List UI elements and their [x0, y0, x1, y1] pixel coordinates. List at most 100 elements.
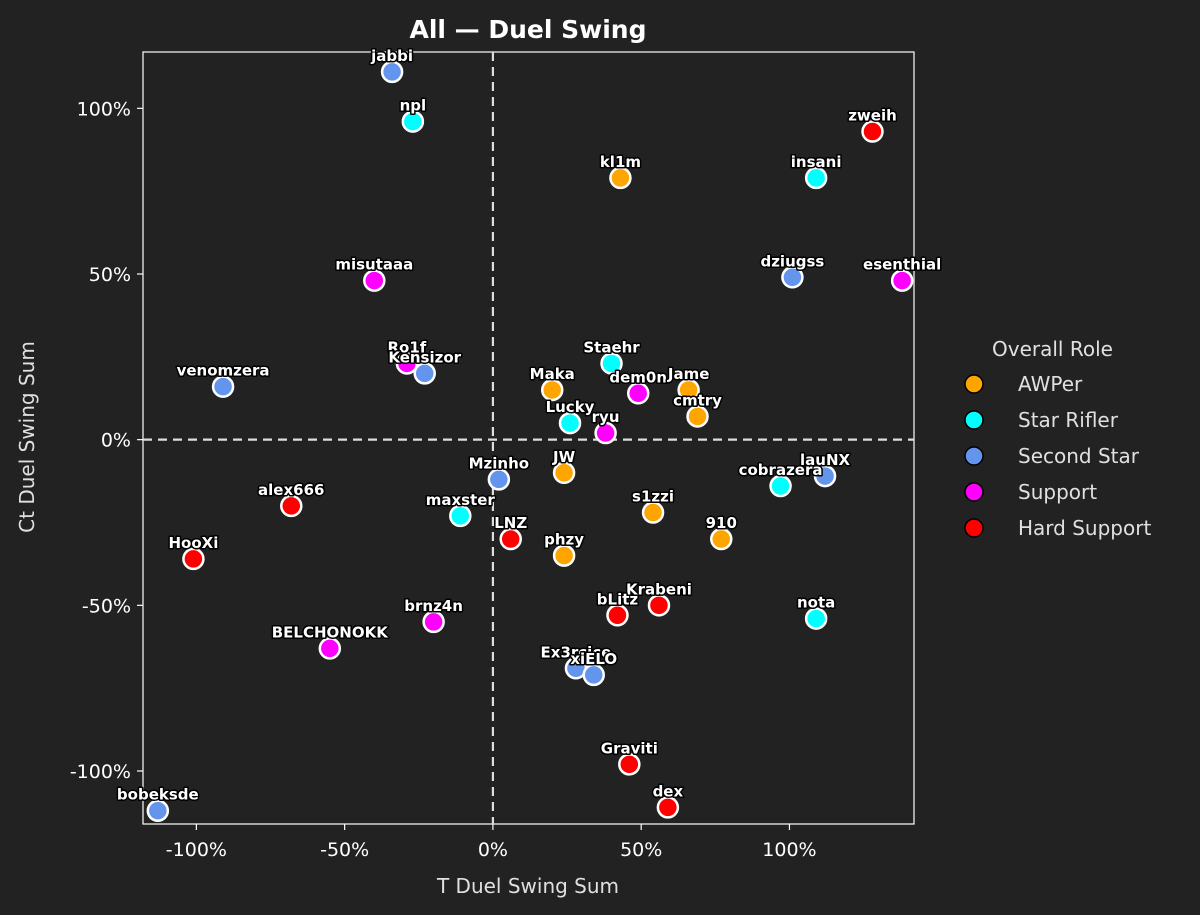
point-label-dex: dex [653, 782, 684, 800]
data-points [146, 60, 914, 822]
point-label-dem0n: dem0n [609, 368, 667, 386]
x-tick-label: 100% [762, 839, 816, 861]
data-point-launx [813, 464, 837, 488]
point-label-ex3rcice: Ex3rcice [541, 643, 612, 661]
point-label-dziugss: dziugss [760, 252, 824, 270]
point-label-910: 910 [706, 514, 737, 532]
y-axis-ticks: 100% 50% 0% -50% -100% [70, 98, 143, 783]
point-label-ro1f: Ro1f [388, 338, 427, 356]
x-tick-label: 0% [478, 839, 508, 861]
point-label-npl: npl [400, 97, 427, 115]
data-point-jw [552, 461, 576, 485]
legend-marker-support [964, 482, 984, 502]
y-tick-label: 100% [77, 98, 131, 120]
legend-label-hard-support: Hard Support [1018, 516, 1151, 540]
point-label-mzinho: Mzinho [469, 454, 529, 472]
data-point-910 [710, 527, 733, 551]
point-label-graviti: Graviti [601, 739, 658, 757]
point-label-maxster: maxster [426, 491, 496, 509]
data-point-cmtry [686, 405, 709, 428]
data-point-zweih [861, 120, 884, 143]
reference-lines [143, 52, 914, 824]
point-label-lnz: LNZ [494, 514, 527, 532]
data-point-lnz [499, 527, 522, 551]
data-point-jabbi [380, 60, 404, 84]
y-tick-label: -50% [82, 595, 131, 617]
data-point-mzinho [487, 468, 511, 491]
point-label-insani: insani [791, 153, 842, 171]
plot-frame [142, 51, 915, 825]
data-point-hooxi [182, 547, 205, 571]
data-point-maka [540, 378, 564, 402]
point-label-belchonokk: BELCHONOKK [272, 623, 389, 641]
point-label-hooxi: HooXi [168, 534, 218, 552]
y-axis-label: Ct Duel Swing Sum [15, 341, 39, 533]
data-point-dex [656, 796, 680, 819]
data-point-dziugss [781, 266, 804, 289]
y-tick-label: 50% [89, 264, 131, 286]
legend-marker-second-star [964, 446, 984, 466]
point-labels: jabbi npl zweih kl1m insani misutaaa dziugss es… [115, 45, 942, 805]
data-point-nota [804, 607, 828, 630]
data-point-kl1m [609, 166, 632, 190]
data-point-graviti [618, 753, 641, 776]
legend-label-support: Support [1018, 480, 1097, 504]
data-point-alex666 [280, 494, 303, 518]
legend-marker-star-rifler [964, 410, 984, 430]
data-point-s1zzi [641, 501, 665, 524]
point-label-esenthial: esenthial [863, 256, 941, 274]
data-point-cobrazera [769, 474, 792, 498]
point-label-xielo: xiELO [570, 650, 617, 668]
point-label-brnz4n: brnz4n [404, 597, 463, 615]
legend-label-star-rifler: Star Rifler [1018, 408, 1119, 432]
y-tick-label: 0% [101, 430, 131, 452]
point-label-jame: Jame [667, 365, 710, 383]
point-label-jw: JW [552, 448, 576, 466]
point-label-kensizor: Kensizor [388, 348, 461, 366]
x-axis-label: T Duel Swing Sum [436, 874, 619, 898]
data-point-dem0n [626, 382, 650, 405]
data-point-lucky [558, 411, 582, 435]
data-point-npl [401, 110, 425, 133]
data-point-esenthial [890, 269, 914, 292]
point-label-zweih: zweih [848, 107, 897, 125]
point-label-staehr: Staehr [583, 338, 640, 356]
point-label-maka: Maka [530, 365, 575, 383]
point-label-lucky: Lucky [546, 398, 595, 416]
point-label-nota: nota [797, 594, 835, 612]
legend-label-second-star: Second Star [1018, 444, 1140, 468]
chart-title: All — Duel Swing [409, 15, 646, 44]
data-point-insani [804, 166, 828, 190]
x-axis-ticks: -100% -50% 0% 50% 100% [166, 824, 817, 861]
data-point-brnz4n [422, 610, 445, 634]
point-label-ryu: ryu [592, 408, 620, 426]
data-point-ryu [594, 421, 617, 445]
point-label-cmtry: cmtry [673, 391, 722, 409]
y-tick-label: -100% [70, 761, 131, 783]
legend-label-awper: AWPer [1018, 372, 1083, 396]
point-label-blitz: bLitz [597, 590, 639, 608]
data-point-misutaaa [363, 269, 386, 292]
point-label-cobrazera: cobrazera [739, 461, 823, 479]
x-tick-label: 50% [620, 839, 662, 861]
data-point-belchonokk [318, 637, 342, 660]
data-point-staehr [600, 352, 623, 375]
data-point-bobeksde [146, 799, 170, 822]
point-label-alex666: alex666 [258, 481, 324, 499]
x-tick-label: -50% [320, 839, 369, 861]
data-point-krabeni [647, 594, 671, 617]
data-point-maxster [449, 504, 472, 528]
plot-area [142, 51, 915, 825]
data-point-kensizor [413, 362, 436, 385]
point-label-bobeksde: bobeksde [117, 786, 199, 804]
point-label-misutaaa: misutaaa [335, 256, 413, 274]
x-tick-label: -100% [166, 839, 227, 861]
point-label-krabeni: Krabeni [626, 580, 692, 598]
point-label-launx: lauNX [800, 451, 850, 469]
point-label-phzy: phzy [544, 531, 584, 549]
data-point-blitz [606, 604, 629, 627]
data-point-phzy [552, 544, 576, 567]
point-label-venomzera: venomzera [177, 362, 270, 380]
data-point-ro1f [395, 352, 419, 375]
legend: Overall Role AWPer Star Rifler Second Star… [964, 337, 1151, 540]
